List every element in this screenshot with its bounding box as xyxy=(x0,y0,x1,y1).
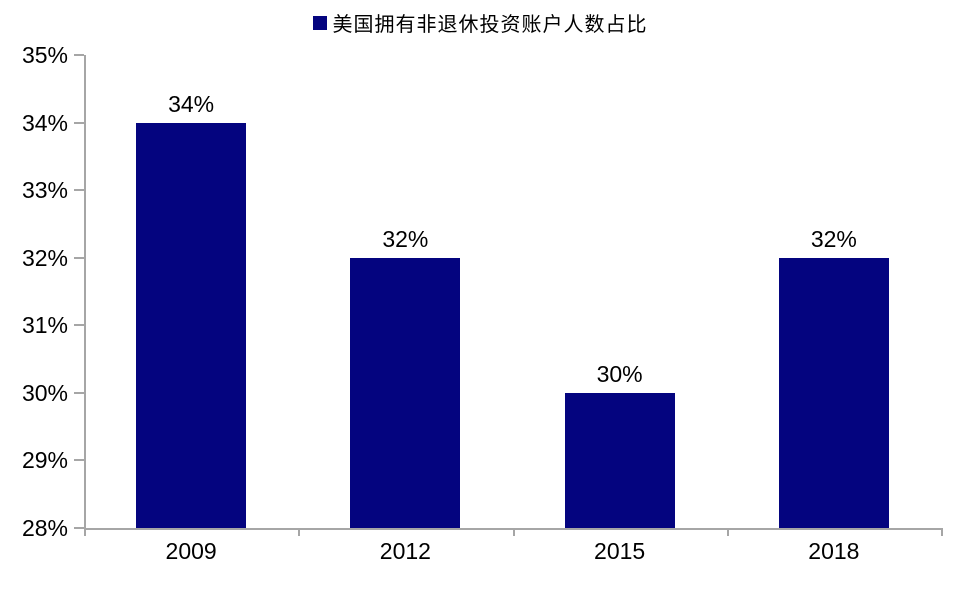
y-axis-tick xyxy=(74,121,84,124)
bar-2012 xyxy=(350,257,461,528)
legend: 美国拥有非退休投资账户人数占比 xyxy=(0,8,960,37)
x-axis-label: 2015 xyxy=(594,538,646,564)
x-axis-tick xyxy=(726,528,729,536)
bar-value-label: 32% xyxy=(810,225,857,252)
bar-2009 xyxy=(136,122,247,528)
y-axis-label: 34% xyxy=(21,109,68,136)
y-axis-label: 28% xyxy=(21,515,68,541)
x-axis-tick xyxy=(298,528,301,536)
y-axis-label: 31% xyxy=(21,312,68,339)
bar-2018 xyxy=(778,257,889,528)
legend-label: 美国拥有非退休投资账户人数占比 xyxy=(332,12,648,36)
y-axis-tick xyxy=(74,459,84,462)
y-axis-tick xyxy=(74,189,84,192)
x-axis-tick xyxy=(941,528,943,536)
y-axis-label: 35% xyxy=(21,42,68,68)
legend-marker-icon xyxy=(312,15,327,30)
x-axis-label: 2012 xyxy=(379,538,431,564)
y-axis-label: 30% xyxy=(21,379,68,406)
y-axis-tick xyxy=(74,54,84,56)
x-axis-label: 2018 xyxy=(808,538,860,564)
y-axis-line xyxy=(84,55,86,528)
y-axis-label: 33% xyxy=(21,177,68,204)
y-axis-tick xyxy=(74,256,84,259)
bar-value-label: 30% xyxy=(596,360,643,387)
x-axis-tick xyxy=(84,528,86,536)
y-axis-tick xyxy=(74,324,84,327)
bar-value-label: 32% xyxy=(382,225,429,252)
x-axis-label: 2009 xyxy=(165,538,217,564)
y-axis-label: 29% xyxy=(21,447,68,474)
y-axis-label: 32% xyxy=(21,244,68,271)
y-axis-tick xyxy=(74,391,84,394)
y-axis-tick xyxy=(74,527,84,529)
x-axis-tick xyxy=(512,528,515,536)
bar-value-label: 34% xyxy=(168,90,215,117)
bar-2015 xyxy=(564,392,675,528)
